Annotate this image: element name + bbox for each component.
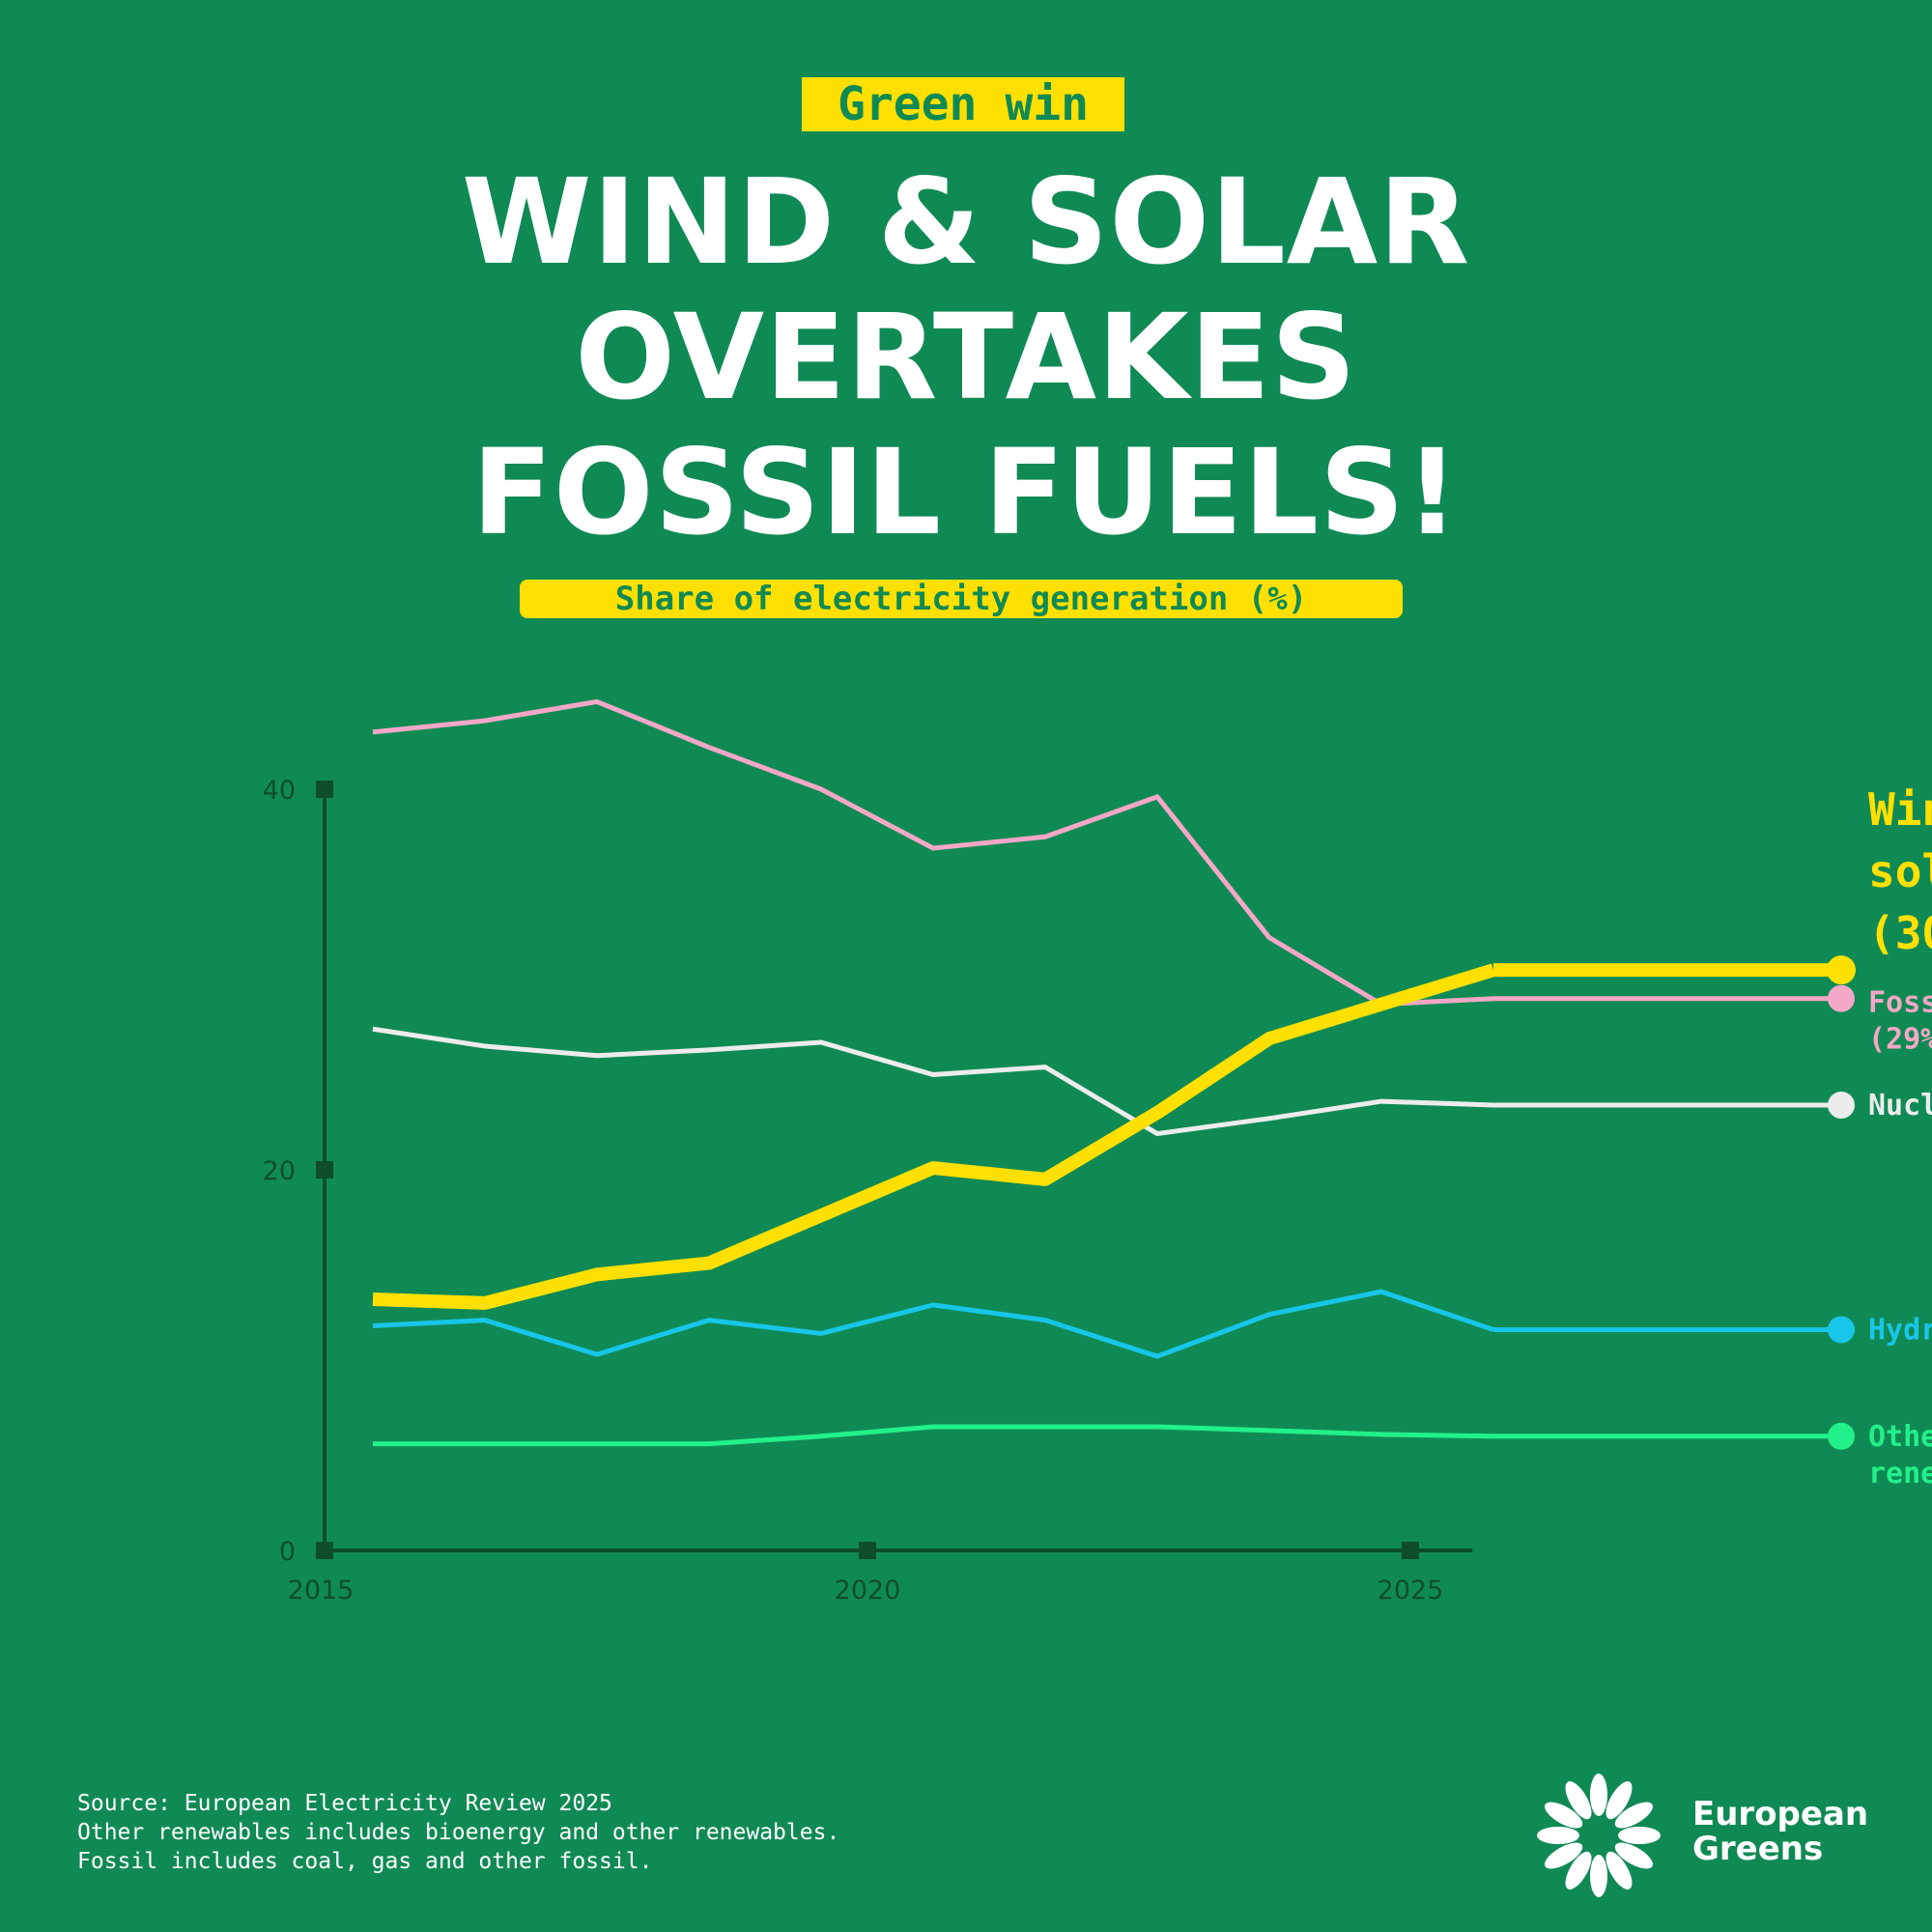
series-line-other-renewables bbox=[373, 1424, 1494, 1447]
european-greens-logo: European Greens bbox=[1526, 1768, 1913, 1903]
title-line-1: WIND & SOLAR bbox=[461, 154, 1471, 291]
series-marker-wind-solar bbox=[1827, 955, 1856, 985]
series-label-nuclear: Nuclear bbox=[1868, 1089, 1932, 1122]
source-line: Source: European Electricity Review 2025 bbox=[77, 1791, 612, 1816]
series-marker-hydro bbox=[1828, 1316, 1855, 1344]
sunflower-logo-icon bbox=[1537, 1774, 1661, 1897]
series-line-fossil bbox=[372, 698, 1494, 1008]
y-tick-label-0: 0 bbox=[279, 1537, 296, 1567]
x-tick-label-2015: 2015 bbox=[288, 1576, 355, 1605]
logo-word-1: European bbox=[1692, 1795, 1869, 1833]
series-marker-nuclear bbox=[1828, 1092, 1855, 1120]
series-label-wind-solar: Wind & bbox=[1868, 783, 1932, 836]
series-label-hydro: Hydro bbox=[1868, 1313, 1932, 1347]
source-footnote: Source: European Electricity Review 2025… bbox=[77, 1789, 839, 1876]
x-tick-mark-2020 bbox=[859, 1542, 876, 1559]
logo-wordmark: European Greens bbox=[1692, 1797, 1868, 1866]
series-label-wind-solar: (30%) bbox=[1868, 907, 1932, 959]
x-tick-mark-2015 bbox=[316, 1542, 333, 1559]
title-line-3: FOSSIL FUELS! bbox=[471, 424, 1461, 561]
series-marker-other-renewables bbox=[1828, 1422, 1855, 1450]
x-tick-mark-2025 bbox=[1402, 1542, 1419, 1559]
series-line-wind-solar bbox=[372, 963, 1496, 1310]
series-marker-fossil bbox=[1828, 984, 1855, 1012]
series-line-nuclear bbox=[372, 1026, 1494, 1137]
y-tick-mark-20 bbox=[316, 1161, 333, 1179]
series-label-other-renewables: renewables bbox=[1868, 1457, 1932, 1491]
y-tick-label-40: 40 bbox=[263, 776, 296, 806]
x-tick-label-2025: 2025 bbox=[1378, 1576, 1444, 1605]
y-tick-label-20: 20 bbox=[263, 1156, 296, 1186]
category-tag: Green win bbox=[802, 77, 1124, 131]
y-tick-mark-40 bbox=[316, 781, 333, 798]
page-title: WIND & SOLAR OVERTAKES FOSSIL FUELS! bbox=[0, 155, 1932, 560]
series-label-wind-solar: solar bbox=[1868, 845, 1932, 897]
chart-subtitle: Share of electricity generation (%) bbox=[520, 580, 1403, 618]
title-line-2: OVERTAKES bbox=[575, 289, 1357, 426]
note-line-fossil: Fossil includes coal, gas and other foss… bbox=[77, 1849, 653, 1874]
series-line-hydro bbox=[372, 1289, 1494, 1359]
series-label-fossil: (29%) bbox=[1868, 1023, 1932, 1057]
series-label-other-renewables: Other bbox=[1868, 1420, 1932, 1454]
note-line-other-renewables: Other renewables includes bioenergy and … bbox=[77, 1820, 840, 1845]
logo-word-2: Greens bbox=[1692, 1830, 1824, 1868]
series-label-fossil: Fossil bbox=[1868, 986, 1932, 1020]
x-tick-label-2020: 2020 bbox=[835, 1576, 901, 1605]
